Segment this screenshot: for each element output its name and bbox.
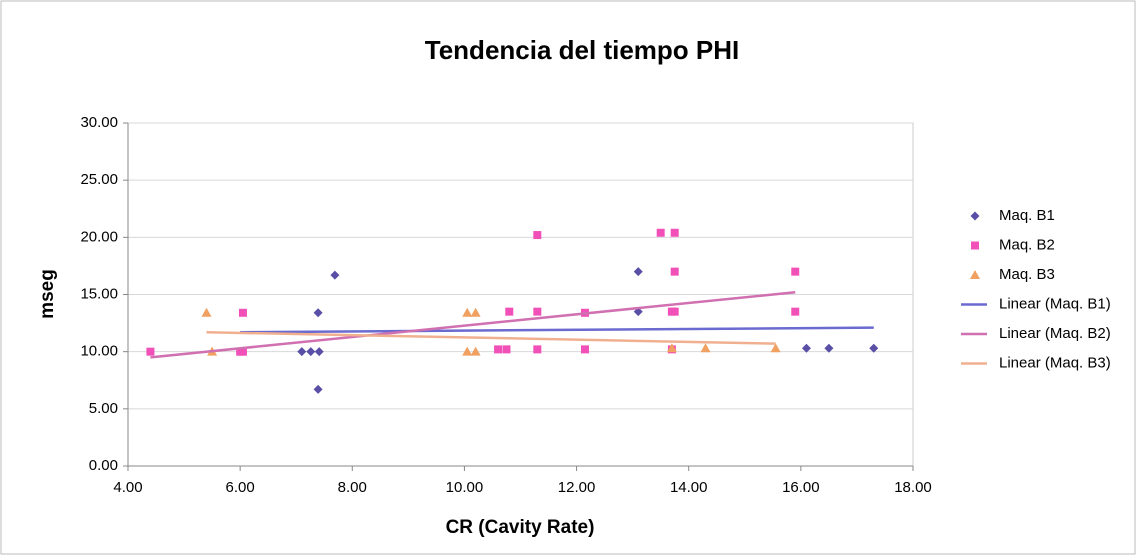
point: [306, 347, 316, 357]
legend-label: Maq. B1: [999, 207, 1055, 224]
point: [238, 308, 247, 317]
legend-label: Maq. B2: [999, 236, 1055, 253]
y-tick-label: 0.00: [89, 457, 118, 474]
point: [314, 347, 324, 357]
y-tick-label: 15.00: [80, 285, 118, 302]
legend-label: Linear (Maq. B3): [999, 354, 1111, 371]
point: [494, 345, 503, 354]
point: [670, 228, 679, 237]
x-tick-label: 12.00: [558, 479, 596, 496]
x-axis-label: CR (Cavity Rate): [446, 517, 595, 538]
trendline: [150, 290, 796, 359]
point: [146, 347, 155, 356]
point: [470, 346, 481, 356]
legend-swatch: [970, 270, 980, 279]
chart-title: Tendencia del tiempo PHI: [425, 35, 739, 65]
point: [656, 228, 665, 237]
legend-swatch: [971, 241, 979, 250]
x-tick-label: 4.00: [113, 479, 142, 496]
point: [313, 384, 323, 394]
trendline: [206, 330, 776, 345]
y-tick-label: 25.00: [80, 171, 118, 188]
x-tick-label: 8.00: [338, 479, 367, 496]
x-tick-label: 18.00: [894, 479, 932, 496]
point: [533, 345, 542, 354]
point: [470, 307, 481, 317]
point: [869, 343, 879, 353]
point: [791, 307, 800, 316]
point: [670, 267, 679, 276]
trendline: [240, 326, 874, 334]
x-tick-label: 10.00: [446, 479, 484, 496]
point: [770, 343, 781, 353]
point: [666, 343, 677, 353]
point: [801, 343, 811, 353]
point: [533, 307, 542, 316]
point: [670, 307, 679, 316]
y-tick-label: 10.00: [80, 343, 118, 360]
point: [201, 307, 212, 317]
y-tick-label: 20.00: [80, 228, 118, 245]
y-axis-label: mseg: [37, 269, 58, 319]
point: [533, 231, 542, 240]
x-tick-label: 6.00: [226, 479, 255, 496]
point: [462, 346, 473, 356]
x-tick-label: 16.00: [782, 479, 820, 496]
y-tick-label: 30.00: [80, 114, 118, 131]
point: [791, 267, 800, 276]
legend-label: Linear (Maq. B2): [999, 325, 1111, 342]
point: [313, 308, 323, 318]
x-tick-label: 14.00: [670, 479, 708, 496]
point: [505, 307, 514, 316]
y-tick-label: 5.00: [89, 400, 118, 417]
point: [700, 343, 711, 353]
legend-label: Maq. B3: [999, 266, 1055, 283]
point: [462, 307, 473, 317]
point: [502, 345, 511, 354]
point: [824, 343, 834, 353]
point: [330, 270, 340, 280]
legend-label: Linear (Maq. B1): [999, 295, 1111, 312]
point: [580, 345, 589, 354]
point: [297, 347, 307, 357]
point: [238, 347, 247, 356]
point: [633, 267, 643, 277]
legend-swatch: [970, 211, 980, 221]
